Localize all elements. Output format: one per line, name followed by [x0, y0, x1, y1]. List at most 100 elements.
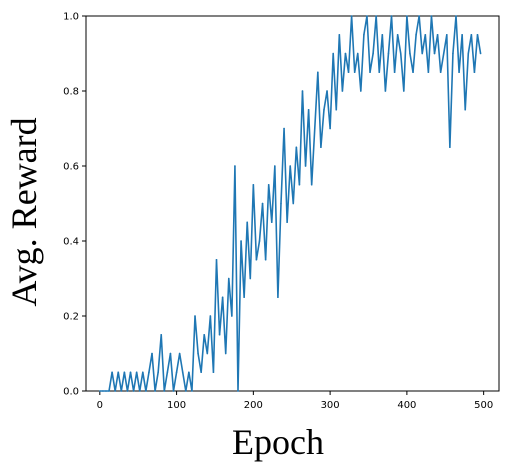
series-point	[378, 71, 381, 74]
series-point	[135, 371, 138, 374]
series-point	[126, 390, 129, 392]
series-point	[467, 52, 470, 55]
series-point	[280, 202, 282, 205]
series-point	[157, 371, 159, 374]
series-point	[387, 52, 390, 55]
series-point	[249, 277, 252, 280]
series-point	[178, 352, 181, 355]
series-point	[120, 390, 123, 392]
series-point	[412, 71, 414, 74]
series-point	[323, 108, 325, 111]
series-point	[209, 315, 212, 317]
series-point	[363, 33, 365, 36]
series-point	[341, 90, 344, 92]
series-point	[274, 165, 276, 167]
series-point	[320, 146, 322, 149]
series-point	[108, 390, 110, 392]
series-point	[240, 240, 242, 242]
series-point	[102, 390, 104, 392]
series-point	[442, 52, 445, 55]
series-point	[406, 15, 408, 17]
x-tick-label: 400	[397, 400, 416, 411]
series-point	[99, 390, 101, 392]
series-point	[129, 371, 132, 374]
series-point	[424, 33, 427, 36]
series-point	[270, 221, 273, 224]
y-tick-label: 0.0	[63, 387, 79, 398]
series-point	[145, 390, 147, 392]
series-point	[393, 71, 396, 74]
series-point	[206, 352, 209, 355]
series-point	[439, 71, 442, 74]
series-point	[461, 33, 463, 36]
series-point	[381, 33, 384, 36]
series-point	[181, 371, 184, 374]
y-tick-label: 1.0	[63, 12, 79, 23]
series-point	[347, 71, 350, 74]
series-points	[99, 15, 482, 392]
series-point	[403, 90, 405, 92]
series-point	[310, 183, 313, 186]
series-point	[194, 315, 196, 317]
series-point	[430, 15, 433, 17]
series-point	[464, 108, 467, 111]
series-point	[479, 52, 482, 55]
plot-frame	[85, 15, 500, 392]
series-point	[105, 390, 107, 392]
x-tick-label: 0	[97, 400, 103, 411]
series-point	[234, 165, 236, 167]
series-point	[335, 108, 338, 111]
series-point	[151, 352, 153, 355]
series-point	[200, 371, 202, 374]
series-point	[283, 127, 285, 130]
series-point	[409, 52, 411, 55]
series-point	[203, 333, 206, 336]
series-point	[304, 165, 307, 167]
series-point	[473, 71, 476, 74]
series-point	[117, 371, 120, 374]
series-point	[433, 52, 436, 55]
series-point	[326, 90, 328, 92]
series-point	[301, 90, 304, 92]
series-point	[163, 390, 166, 392]
y-axis-label: Avg. Reward	[4, 117, 44, 306]
series-point	[396, 33, 399, 36]
series-point	[277, 296, 279, 299]
series-point	[427, 71, 430, 74]
series-point	[470, 33, 473, 36]
y-tick-label: 0.2	[63, 312, 79, 323]
series-point	[184, 390, 187, 392]
series-point	[172, 390, 175, 392]
series-point	[267, 183, 270, 186]
series-point	[286, 221, 288, 224]
series-point	[154, 390, 156, 392]
series-point	[449, 146, 451, 149]
series-point	[313, 127, 316, 130]
series-point	[212, 371, 215, 374]
series-point	[132, 390, 135, 392]
series-point	[166, 371, 169, 374]
series-point	[197, 352, 199, 355]
series-point	[188, 371, 190, 374]
series-point	[191, 390, 193, 392]
series-point	[258, 240, 261, 242]
series-point	[123, 371, 126, 374]
series-point	[390, 15, 393, 17]
series-point	[421, 52, 424, 55]
series-point	[307, 108, 310, 111]
series-point	[215, 258, 218, 261]
series-point	[160, 333, 163, 336]
series-point	[399, 52, 402, 55]
series-point	[418, 15, 420, 17]
series-point	[350, 15, 353, 17]
series-point	[445, 33, 448, 36]
series-point	[353, 71, 356, 74]
series-point	[356, 52, 359, 55]
series-point	[458, 71, 460, 74]
series-point	[175, 371, 178, 374]
y-tick-label: 0.4	[63, 237, 79, 248]
series-point	[384, 90, 387, 92]
x-axis-label: Epoch	[232, 422, 324, 462]
series-point	[246, 221, 249, 224]
